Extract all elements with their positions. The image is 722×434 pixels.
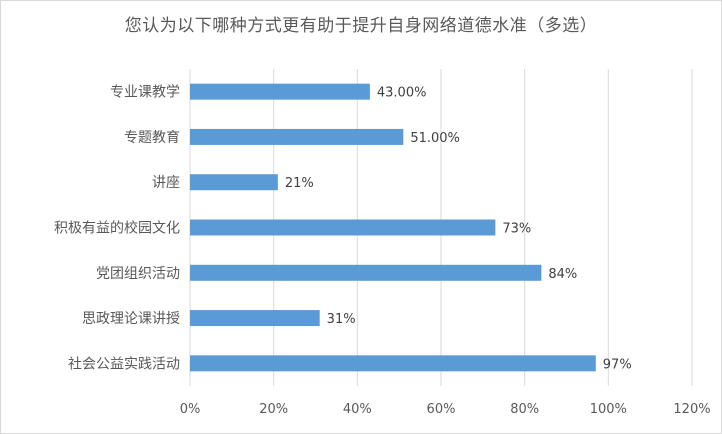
- category-label: 社会公益实践活动: [68, 356, 180, 372]
- x-tick-label: 0%: [180, 402, 201, 417]
- data-label: 31%: [327, 312, 356, 327]
- bar: [190, 83, 370, 100]
- x-tick-label: 40%: [343, 402, 372, 417]
- category-label: 讲座: [152, 175, 180, 191]
- x-tick-label: 60%: [427, 402, 456, 417]
- data-label: 73%: [502, 222, 531, 237]
- data-label: 21%: [285, 176, 314, 191]
- bar: [190, 128, 404, 145]
- x-tick-label: 20%: [259, 402, 288, 417]
- category-label: 思政理论课讲授: [82, 311, 180, 327]
- bar: [190, 355, 596, 372]
- category-label: 专题教育: [124, 130, 180, 146]
- x-tick-label: 100%: [590, 402, 627, 417]
- bar: [190, 174, 278, 191]
- data-label: 51.00%: [410, 131, 460, 146]
- data-label: 43.00%: [377, 86, 427, 101]
- x-tick-label: 120%: [673, 402, 710, 417]
- category-label: 积极有益的校园文化: [54, 220, 180, 237]
- category-label: 专业课教学: [110, 85, 180, 101]
- bar: [190, 219, 496, 236]
- x-tick-label: 80%: [510, 402, 539, 417]
- category-label: 党团组织活动: [96, 266, 180, 282]
- data-label: 84%: [548, 267, 577, 282]
- data-label: 97%: [603, 357, 632, 372]
- bar: [190, 264, 542, 281]
- chart-title: 您认为以下哪种方式更有助于提升自身网络道德水准（多选）: [124, 16, 598, 36]
- bar: [190, 310, 320, 327]
